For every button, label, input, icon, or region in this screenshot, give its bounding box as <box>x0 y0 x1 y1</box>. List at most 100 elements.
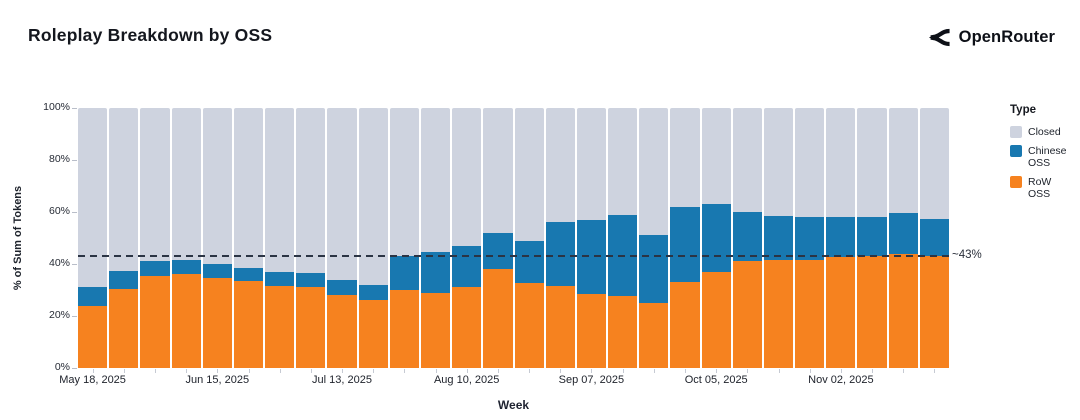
x-tick-mark <box>123 369 125 373</box>
bar-segment-closed <box>763 108 794 216</box>
bar-segment-closed <box>296 108 326 274</box>
bar-segment-row-oss <box>483 269 513 368</box>
bar-Oct 05, 2025[interactable] <box>701 108 731 368</box>
bar-Oct 26, 2025[interactable] <box>795 108 825 368</box>
bar-segment-closed <box>826 108 856 218</box>
y-tick-label: 80% <box>48 153 70 165</box>
bar-Jun 15, 2025[interactable] <box>202 108 232 368</box>
legend-swatch <box>1010 144 1022 157</box>
y-tick-mark <box>72 212 77 213</box>
bar-Jun 08, 2025[interactable] <box>171 108 201 368</box>
bar-segment-chinese-oss <box>452 245 482 288</box>
bar-segment-closed <box>452 108 482 246</box>
bar-Nov 16, 2025[interactable] <box>888 108 918 368</box>
bar-Aug 03, 2025[interactable] <box>420 108 451 368</box>
bar-segment-row-oss <box>763 260 794 368</box>
bar-segment-row-oss <box>202 278 232 368</box>
bar-segment-closed <box>233 108 264 268</box>
bar-Aug 24, 2025[interactable] <box>514 108 544 368</box>
bar-segment-chinese-oss <box>763 215 794 261</box>
bar-segment-chinese-oss <box>888 213 918 254</box>
legend-items: Closed Chinese OSS RoW OSS <box>1010 126 1076 201</box>
y-tick-label: 0% <box>54 361 70 373</box>
bar-segment-closed <box>327 108 357 280</box>
x-tick-label: Nov 02, 2025 <box>808 374 874 386</box>
x-tick-mark <box>872 369 874 373</box>
bar-Sep 21, 2025[interactable] <box>639 108 669 368</box>
bar-segment-row-oss <box>171 274 201 368</box>
bar-segment-chinese-oss <box>919 218 949 257</box>
bar-Aug 17, 2025[interactable] <box>483 108 513 368</box>
x-tick-mark <box>591 369 593 373</box>
bar-segment-row-oss <box>389 289 419 368</box>
bar-segment-closed <box>545 108 575 223</box>
legend-item-chinese-oss[interactable]: Chinese OSS <box>1010 144 1076 170</box>
bar-Jun 22, 2025[interactable] <box>233 108 264 368</box>
bar-Sep 14, 2025[interactable] <box>608 108 638 368</box>
legend-item-closed[interactable]: Closed <box>1010 126 1076 139</box>
bar-segment-chinese-oss <box>202 264 232 279</box>
bar-Jun 01, 2025[interactable] <box>140 108 170 368</box>
bar-segment-row-oss <box>545 286 575 368</box>
openrouter-icon <box>928 26 951 49</box>
y-tick-label: 20% <box>48 309 70 321</box>
bar-segment-chinese-oss <box>857 217 887 257</box>
bar-segment-row-oss <box>233 280 264 368</box>
bar-Jul 06, 2025[interactable] <box>296 108 326 368</box>
bar-Nov 23, 2025[interactable] <box>919 108 949 368</box>
x-tick-mark <box>186 369 188 373</box>
bar-segment-row-oss <box>732 261 762 368</box>
legend-item-row-oss[interactable]: RoW OSS <box>1010 175 1076 201</box>
openrouter-logo[interactable]: OpenRouter <box>928 26 1055 49</box>
page-title: Roleplay Breakdown by OSS <box>28 25 273 45</box>
bar-May 18, 2025[interactable] <box>78 108 108 368</box>
bar-Jul 13, 2025[interactable] <box>327 108 357 368</box>
legend-label: Closed <box>1028 126 1061 138</box>
bar-Sep 28, 2025[interactable] <box>670 108 700 368</box>
bar-Aug 31, 2025[interactable] <box>545 108 575 368</box>
bar-Nov 02, 2025[interactable] <box>826 108 856 368</box>
bar-Aug 10, 2025[interactable] <box>452 108 482 368</box>
y-tick-mark <box>72 160 77 161</box>
bar-segment-row-oss <box>795 260 825 368</box>
bar-Oct 19, 2025[interactable] <box>763 108 794 368</box>
y-tick-label: 40% <box>48 257 70 269</box>
x-tick-mark <box>310 369 312 373</box>
bar-Oct 12, 2025[interactable] <box>732 108 762 368</box>
bar-segment-closed <box>701 108 731 205</box>
bar-May 25, 2025[interactable] <box>109 108 139 368</box>
x-tick-mark <box>529 369 531 373</box>
bar-segment-closed <box>140 108 170 262</box>
x-tick-mark <box>934 369 936 373</box>
x-tick-mark <box>466 369 468 373</box>
bar-segment-chinese-oss <box>171 260 201 275</box>
bar-Jul 27, 2025[interactable] <box>389 108 419 368</box>
bar-segment-closed <box>888 108 918 214</box>
bar-segment-row-oss <box>358 300 388 368</box>
x-tick-mark <box>622 369 624 373</box>
plot-area <box>78 108 949 368</box>
bar-Jun 29, 2025[interactable] <box>265 108 295 368</box>
bar-segment-closed <box>670 108 700 207</box>
bar-segment-row-oss <box>576 293 607 368</box>
x-tick-label: Jun 15, 2025 <box>185 374 250 386</box>
bar-segment-chinese-oss <box>327 279 357 296</box>
threshold-line <box>78 255 949 257</box>
x-tick-mark <box>903 369 905 373</box>
bar-Nov 09, 2025[interactable] <box>857 108 887 368</box>
y-tick-mark <box>72 316 77 317</box>
bar-segment-closed <box>358 108 388 285</box>
y-tick-mark <box>72 264 77 265</box>
bar-segment-row-oss <box>919 256 949 368</box>
bar-Sep 07, 2025[interactable] <box>576 108 607 368</box>
x-tick-label: Oct 05, 2025 <box>684 374 748 386</box>
bar-Jul 20, 2025[interactable] <box>358 108 388 368</box>
x-tick-mark <box>497 369 499 373</box>
bar-segment-closed <box>639 108 669 236</box>
bar-segment-row-oss <box>639 302 669 368</box>
bar-segment-closed <box>265 108 295 272</box>
bar-segment-closed <box>202 108 232 264</box>
legend-swatch <box>1010 126 1022 138</box>
legend-label: RoW OSS <box>1028 175 1052 201</box>
